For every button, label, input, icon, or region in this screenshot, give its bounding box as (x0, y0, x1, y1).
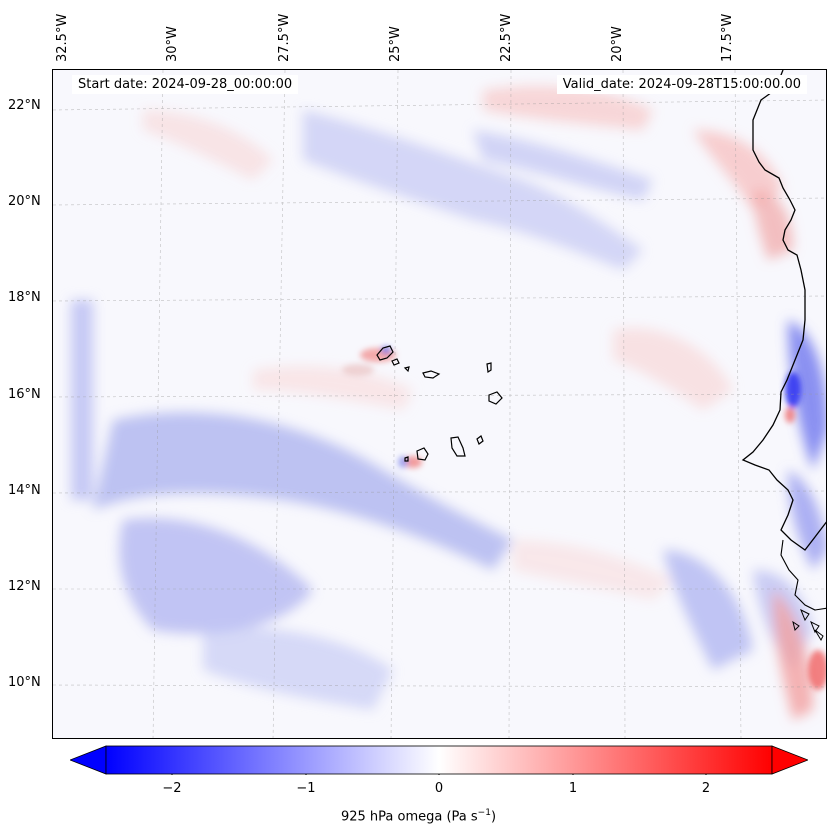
lat-label: 16°N (8, 387, 41, 402)
island-wake-features (342, 346, 826, 690)
lon-label: 30°W (165, 26, 180, 62)
colorbar-tick: 1 (568, 781, 578, 796)
colorbar-tick: −1 (296, 781, 316, 796)
start-date-label: Start date: 2024-09-28_00:00:00 (72, 75, 299, 94)
island-sal (486, 362, 492, 374)
lon-label: 22.5°W (499, 13, 514, 62)
lon-label: 32.5°W (55, 13, 70, 62)
lat-label: 22°N (8, 98, 41, 113)
guinea-bissau-coastline (780, 539, 826, 611)
colorbar-max-extend (771, 745, 808, 775)
cape-verde-islands (376, 345, 503, 462)
island-maio (476, 435, 484, 445)
omega-colorbar (70, 745, 808, 775)
lon-label: 25°W (388, 26, 403, 62)
island-sao-nicolau (422, 370, 441, 379)
island-boa-vista (488, 391, 503, 405)
colorbar-tick: −2 (162, 781, 182, 796)
lat-label: 18°N (8, 290, 41, 305)
lon-label: 20°W (610, 26, 625, 62)
gridlines (53, 70, 826, 738)
lat-label: 20°N (8, 194, 41, 209)
lat-label: 10°N (8, 675, 41, 690)
island-brava (404, 456, 409, 462)
island-santo-antao (376, 345, 394, 361)
colorbar-tick: 0 (434, 781, 444, 796)
lon-label: 27.5°W (277, 13, 292, 62)
lat-label: 12°N (8, 579, 41, 594)
colorbar-label: 925 hPa omega (Pa s−1) (340, 808, 497, 825)
bijagos-islands (792, 608, 824, 642)
omega-field-map[interactable] (53, 70, 827, 739)
lat-label: 14°N (8, 483, 41, 498)
colorbar-tick: 2 (701, 781, 711, 796)
island-sao-vicente (391, 358, 400, 366)
omega-field (71, 86, 826, 720)
lon-label: 17.5°W (720, 13, 735, 62)
valid-date-label: Valid_date: 2024-09-28T15:00:00.00 (556, 75, 807, 94)
island-fogo (416, 447, 429, 461)
colorbar-min-extend (70, 745, 107, 775)
west-africa-coastline (741, 70, 826, 551)
map-panel[interactable] (52, 69, 827, 739)
island-santa-luzia (403, 366, 410, 373)
island-santiago (450, 436, 466, 457)
colorbar-gradient (105, 745, 773, 775)
